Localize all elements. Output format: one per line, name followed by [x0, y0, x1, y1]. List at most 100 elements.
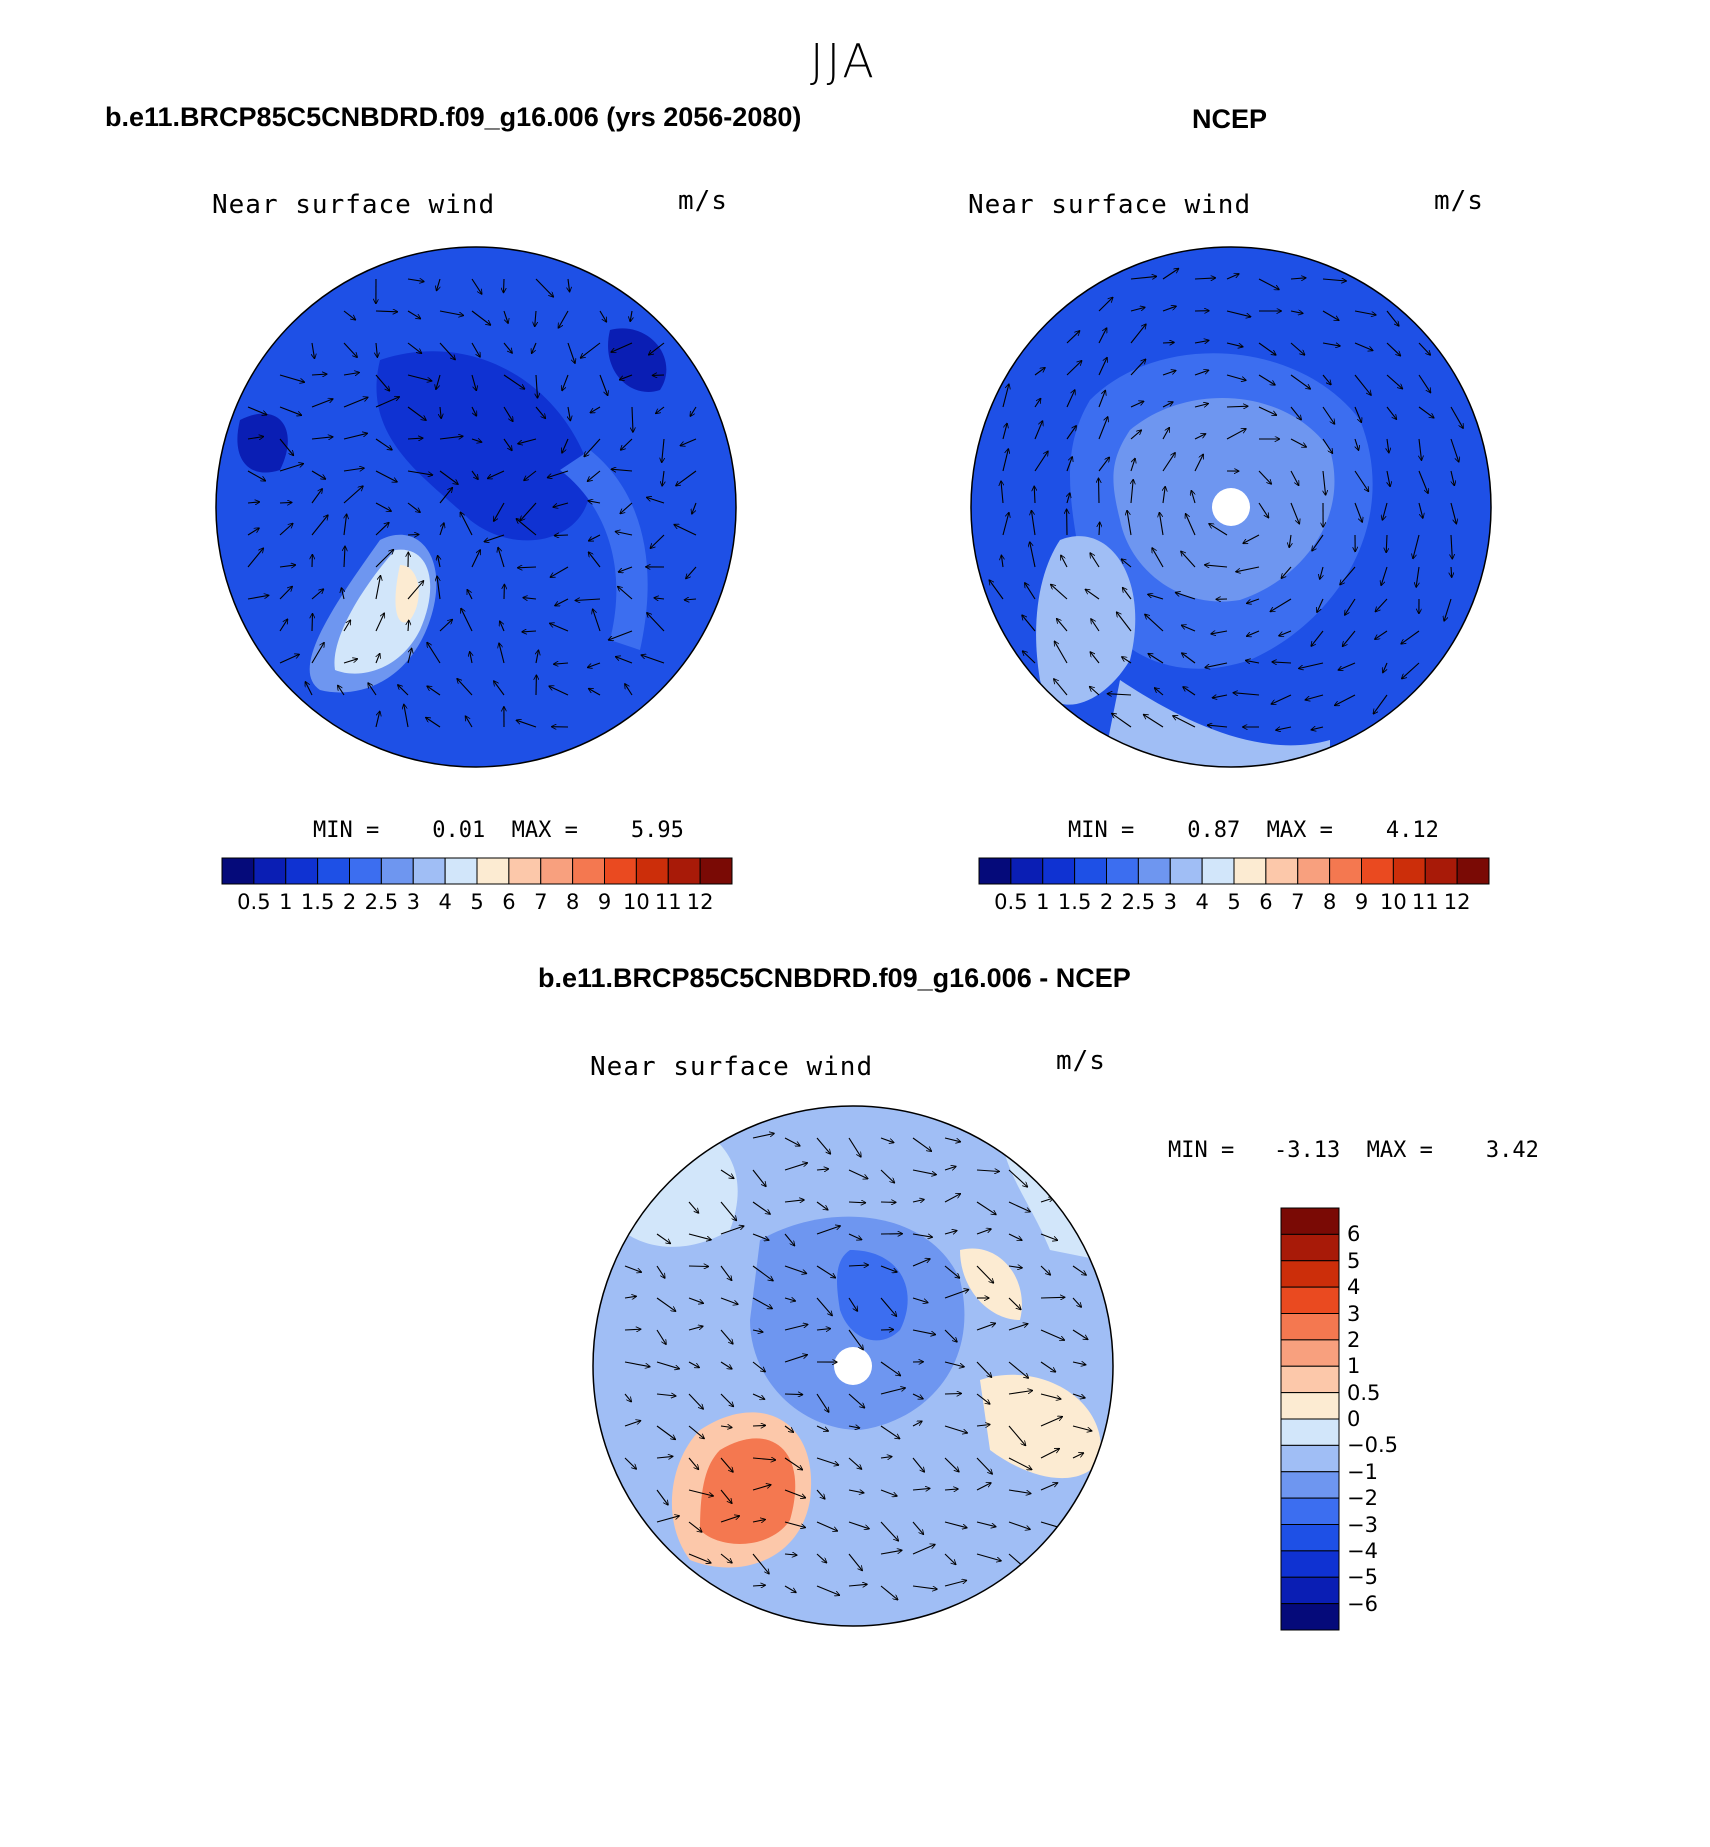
- wind-vector: [1130, 307, 1145, 312]
- wind-vector: [1030, 542, 1036, 568]
- wind-vector: [1416, 566, 1420, 587]
- wind-vector: [503, 310, 508, 323]
- colorbar-tick-label: −4: [1347, 1538, 1378, 1563]
- wind-vector: [816, 1329, 831, 1330]
- wind-vector: [375, 523, 389, 536]
- wind-vector: [1022, 615, 1036, 632]
- wind-vector: [338, 685, 345, 696]
- wind-vector: [1143, 715, 1164, 728]
- wind-vector: [912, 1233, 932, 1237]
- wind-vector: [1323, 470, 1326, 495]
- wind-vector: [437, 278, 441, 291]
- panel-2-title: NCEP: [1192, 104, 1268, 134]
- wind-vector: [688, 1393, 703, 1409]
- panel-2-subtitle: Near surface wind: [968, 190, 1252, 220]
- wind-vector: [1008, 1233, 1022, 1240]
- wind-vector: [880, 1169, 895, 1183]
- wind-vector: [784, 1585, 796, 1593]
- wind-vector: [343, 310, 356, 320]
- wind-vector: [650, 534, 665, 548]
- colorbar-swatch: [1042, 857, 1076, 885]
- wind-vector: [1247, 598, 1260, 603]
- wind-vector: [1413, 534, 1420, 559]
- wind-vector: [848, 1329, 863, 1350]
- wind-vector: [279, 374, 305, 382]
- wind-vector: [976, 1361, 992, 1377]
- wind-vector: [1212, 695, 1228, 698]
- wind-vector: [439, 342, 455, 360]
- wind-vector: [1072, 1425, 1092, 1431]
- wind-vector: [407, 470, 433, 475]
- colorbar-tick-label: 1: [279, 890, 293, 914]
- colorbar-tick-label: 4: [1347, 1275, 1361, 1300]
- wind-vector: [343, 342, 357, 357]
- wind-vector: [1226, 406, 1248, 407]
- wind-vector: [630, 310, 632, 322]
- wind-vector: [1311, 727, 1324, 730]
- wind-vector: [503, 438, 512, 451]
- wind-vector: [550, 623, 569, 632]
- wind-vector: [1354, 438, 1359, 450]
- wind-vector: [1450, 470, 1454, 486]
- colorbar-tick-label: 7: [534, 890, 548, 914]
- wind-vector: [471, 278, 482, 294]
- wind-vector: [407, 310, 421, 319]
- central-strong: [837, 1250, 908, 1341]
- wind-vector: [848, 1393, 865, 1408]
- wind-vector: [535, 278, 553, 297]
- wind-vector: [1226, 374, 1246, 380]
- wind-vector: [944, 1553, 956, 1565]
- wind-vector: [503, 406, 513, 422]
- wind-vector: [375, 374, 390, 391]
- wind-vector: [1382, 502, 1388, 520]
- wind-vector: [880, 1550, 902, 1555]
- wind-vector: [976, 1553, 1001, 1561]
- colorbar-swatch: [1074, 857, 1107, 885]
- wind-vector: [1354, 342, 1373, 351]
- wind-vector: [1290, 406, 1301, 420]
- panel-3-units: m/s: [1056, 1046, 1106, 1076]
- wind-vector: [1386, 310, 1399, 326]
- wind-vector: [498, 547, 505, 568]
- wind-vector: [549, 686, 569, 696]
- wind-vector: [752, 1458, 776, 1460]
- wind-vector: [1186, 514, 1196, 536]
- wind-vector: [426, 718, 441, 728]
- wind-vector: [1276, 726, 1292, 730]
- colorbar-tick-label: 1.5: [300, 890, 335, 914]
- wind-vector: [439, 619, 452, 632]
- wind-vector: [1008, 1521, 1030, 1529]
- wind-vector: [461, 608, 473, 632]
- wind-vector: [880, 1137, 894, 1143]
- wind-vector: [1040, 1393, 1061, 1399]
- wind-vector: [848, 1297, 858, 1311]
- wind-vector: [976, 1425, 990, 1427]
- wind-vector: [816, 1297, 832, 1316]
- wind-vector: [247, 595, 269, 600]
- colorbar-tick-label: −2: [1347, 1486, 1378, 1511]
- colorbar-swatch: [1280, 1233, 1340, 1262]
- colorbar-tick-label: 8: [565, 890, 580, 914]
- wind-vector: [618, 587, 633, 600]
- colorbar-tick-label: 0.5: [1347, 1380, 1381, 1405]
- wind-vector: [1159, 512, 1164, 536]
- wind-vector: [1040, 1198, 1053, 1203]
- wind-vector: [1335, 694, 1356, 706]
- panel-3-stats: MIN = -3.13 MAX = 3.42: [1168, 1138, 1539, 1163]
- wind-vector: [580, 342, 601, 358]
- wind-vector: [688, 1521, 702, 1532]
- wind-vector: [1090, 553, 1100, 568]
- wind-vector: [944, 1521, 967, 1528]
- wind-vector: [471, 310, 491, 325]
- wind-vector: [1098, 457, 1109, 472]
- wind-vector: [427, 686, 441, 696]
- wind-vector: [684, 599, 697, 600]
- wind-vector: [1354, 374, 1371, 395]
- wind-vector: [1130, 430, 1141, 440]
- wind-vector: [912, 1544, 935, 1555]
- wind-vector: [1148, 654, 1164, 664]
- wind-vector: [1002, 423, 1007, 440]
- colorbar-tick-label: 4: [1195, 890, 1209, 914]
- colorbar-tick-label: 2.5: [364, 890, 399, 914]
